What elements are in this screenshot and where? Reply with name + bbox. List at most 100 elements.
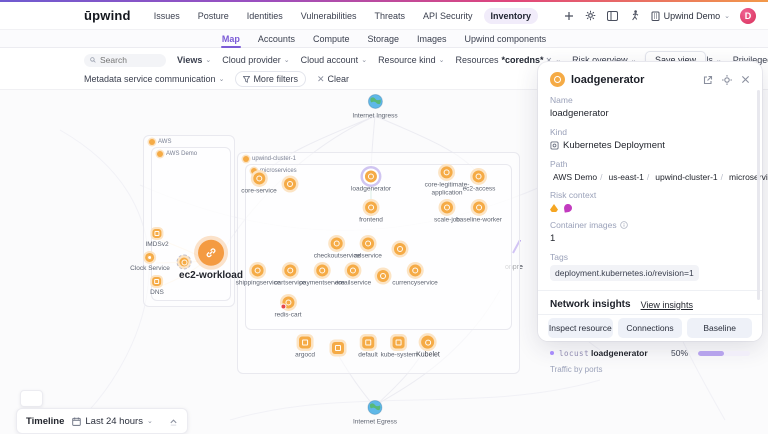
- search-input[interactable]: [100, 55, 160, 65]
- map-node-label: Kubelet: [416, 351, 440, 359]
- map-node-ec2-workload[interactable]: ec2-workload: [179, 239, 243, 283]
- baseline-button[interactable]: Baseline: [687, 318, 753, 338]
- map-node-label: checkoutservice: [313, 252, 361, 260]
- nav-api-security[interactable]: API Security: [422, 10, 473, 21]
- inspect-resource-button[interactable]: Inspect resource: [548, 318, 613, 338]
- avatar[interactable]: D: [740, 7, 756, 24]
- map-node-adservice[interactable]: adservice: [354, 237, 382, 260]
- map-node-label: frontend: [359, 216, 383, 224]
- map-node-internet-ingress[interactable]: Internet Ingress: [352, 93, 398, 120]
- map-node-label: default: [358, 351, 378, 359]
- map-node-cartservice[interactable]: cartservice: [274, 264, 306, 287]
- map-node-unlabeled[interactable]: [377, 270, 389, 282]
- map-node-dns[interactable]: DNS: [150, 276, 164, 297]
- map-node-default[interactable]: default: [358, 336, 378, 359]
- tab-accounts[interactable]: Accounts: [257, 33, 295, 44]
- cloud-provider-dropdown[interactable]: Cloud provider ⌄: [222, 55, 290, 65]
- more-filters-button[interactable]: More filters: [235, 71, 306, 87]
- risk-overview-dropdown[interactable]: Risk overview ⌄: [572, 55, 637, 65]
- map-node-emailservice[interactable]: emailservice: [335, 264, 371, 287]
- nav-identities[interactable]: Identities: [246, 10, 283, 21]
- nav-vulnerabilities[interactable]: Vulnerabilities: [300, 10, 357, 21]
- name-value: loadgenerator: [550, 108, 609, 119]
- map-node-paymentservice[interactable]: paymentservice: [299, 264, 345, 287]
- map-node-label: baseline-worker: [456, 216, 502, 224]
- risk-context-icons: [550, 203, 750, 213]
- org-switcher[interactable]: Upwind Demo ⌄: [651, 11, 730, 21]
- map-node-core-legitimate-application[interactable]: core-legitimate- application: [424, 166, 470, 197]
- tag-chip[interactable]: deployment.kubernetes.io/revision=1: [550, 265, 699, 281]
- gear-icon[interactable]: [585, 10, 597, 22]
- search-box[interactable]: [84, 53, 166, 67]
- tab-images[interactable]: Images: [417, 33, 447, 44]
- path-region[interactable]: us-east-1: [608, 172, 644, 182]
- map-node-frontend[interactable]: frontend: [359, 201, 383, 224]
- close-icon[interactable]: [741, 75, 750, 85]
- map-node-baseline-worker[interactable]: baseline-worker: [456, 201, 502, 224]
- tab-map[interactable]: Map: [220, 31, 241, 48]
- map-node-redis-cart[interactable]: redis-cart: [274, 296, 302, 319]
- map-node-label: core-legitimate- application: [424, 181, 470, 197]
- nav-inventory[interactable]: Inventory: [483, 7, 539, 24]
- map-node-label: shippingservice: [235, 279, 281, 287]
- resource-node-icon: [392, 336, 405, 349]
- tab-compute[interactable]: Compute: [312, 33, 350, 44]
- path-account[interactable]: AWS Demo: [553, 172, 598, 182]
- top-nav: ūpwind Issues Posture Identities Vulnera…: [0, 2, 768, 29]
- map-node-loadgenerator[interactable]: loadgenerator: [351, 170, 391, 193]
- connections-button[interactable]: Connections: [617, 318, 683, 338]
- cloud-account-dropdown[interactable]: Cloud account ⌄: [300, 55, 368, 65]
- process-resource[interactable]: loadgenerator: [591, 348, 648, 358]
- views-dropdown[interactable]: Views ⌄: [177, 55, 212, 65]
- panel-layout-icon[interactable]: [607, 10, 619, 22]
- map-node-clock-service[interactable]: Clock Service: [130, 252, 170, 273]
- locate-icon[interactable]: [722, 74, 732, 85]
- map-node-imdsv2[interactable]: IMDSv2: [145, 228, 169, 249]
- path-cluster[interactable]: upwind-cluster-1: [655, 172, 718, 182]
- resources-filter[interactable]: Resources *coredns* ✕ ⌄: [455, 55, 562, 65]
- view-insights-link[interactable]: View insights: [640, 299, 693, 310]
- kind-value: Kubernetes Deployment: [550, 140, 750, 151]
- nav-threats[interactable]: Threats: [374, 10, 405, 21]
- map-node-label: IMDSv2: [145, 240, 169, 248]
- map-node-unlabeled[interactable]: [176, 254, 192, 270]
- tab-storage[interactable]: Storage: [367, 33, 400, 44]
- remove-chip-icon[interactable]: ✕: [545, 56, 553, 65]
- user-activity-icon[interactable]: [629, 10, 641, 22]
- building-icon: [651, 11, 660, 21]
- map-node-shippingservice[interactable]: shippingservice: [235, 264, 281, 287]
- expand-timeline-icon[interactable]: [169, 417, 178, 426]
- map-node-argocd[interactable]: argocd: [295, 336, 315, 359]
- add-icon[interactable]: [563, 10, 575, 22]
- chevron-down-icon: ⌄: [146, 418, 153, 425]
- map-legend-button[interactable]: [20, 390, 43, 407]
- clear-filters-button[interactable]: ✕ Clear: [316, 73, 350, 85]
- panel-scrollbar[interactable]: [757, 90, 760, 300]
- map-node-core-service[interactable]: core-service: [241, 172, 277, 195]
- nav-issues[interactable]: Issues: [153, 10, 180, 21]
- map-node-internet-egress[interactable]: Internet Egress: [353, 399, 397, 426]
- map-node-kube-system[interactable]: kube-system: [381, 336, 417, 359]
- metadata-filter-dropdown[interactable]: Metadata service communication ⌄: [84, 74, 225, 84]
- map-node-currencyservice[interactable]: currencyservice: [392, 264, 438, 287]
- privileged-resources-dropdown[interactable]: Privileged resources⌄: [732, 55, 768, 65]
- map-node-checkoutservice[interactable]: checkoutservice: [313, 237, 361, 260]
- map-node-unlabeled[interactable]: [284, 178, 296, 190]
- path-namespace[interactable]: microservices: [729, 172, 768, 182]
- map-node-scale-job[interactable]: scale-job: [434, 201, 460, 224]
- map-group-aws-demo[interactable]: AWS Demo: [151, 147, 231, 301]
- map-node-unlabeled[interactable]: [332, 342, 344, 354]
- nav-posture[interactable]: Posture: [197, 10, 229, 21]
- share-icon[interactable]: [703, 75, 713, 85]
- resource-node-icon: [394, 243, 406, 255]
- tab-upwind-components[interactable]: Upwind components: [464, 33, 547, 44]
- risk-badge-purple-icon[interactable]: [563, 203, 573, 213]
- map-node-label: cartservice: [274, 279, 306, 287]
- risk-badge-orange-icon[interactable]: [550, 204, 558, 212]
- resource-kind-dropdown[interactable]: Resource kind ⌄: [378, 55, 445, 65]
- map-node-unlabeled[interactable]: [394, 243, 406, 255]
- map-node-ec2-access[interactable]: ec2-access: [463, 170, 495, 193]
- map-node-kubelet[interactable]: Kubelet: [416, 335, 440, 361]
- time-range-dropdown[interactable]: Last 24 hours ⌄: [72, 416, 153, 427]
